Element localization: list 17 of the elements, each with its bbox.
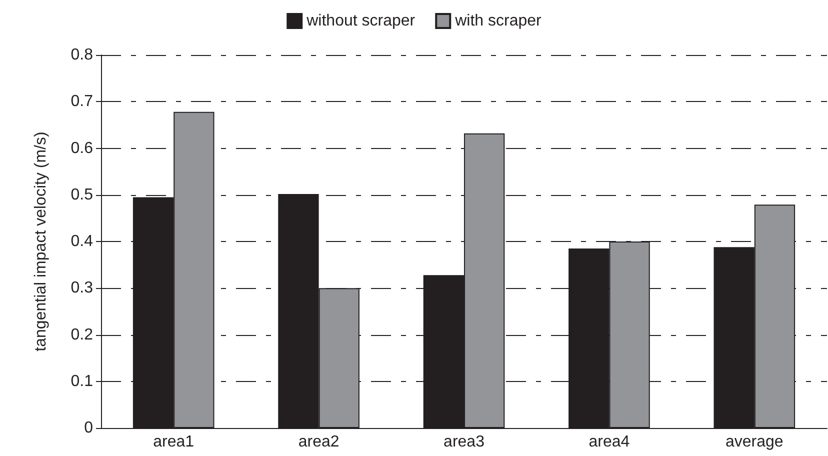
y-tick-label: 0.1	[70, 372, 94, 390]
y-tick-label: 0.2	[70, 326, 94, 344]
legend-label: with scraper	[454, 12, 542, 30]
y-tick-label: 0.8	[70, 46, 94, 64]
x-tick-label: area3	[444, 434, 485, 450]
x-tick-label: area2	[298, 434, 340, 450]
y-tick-label: 0	[84, 420, 94, 436]
y-axis-title: tangential impact velocity (m/s)	[32, 132, 50, 352]
legend-label: without scraper	[306, 12, 416, 30]
x-tick-label: area4	[588, 434, 630, 450]
x-tick-label: average	[725, 434, 784, 450]
y-tick-label: 0.7	[70, 93, 94, 110]
y-tick-label: 0.5	[70, 186, 94, 204]
y-tick-label: 0.4	[70, 233, 94, 250]
x-tick-label: area1	[153, 434, 194, 450]
y-tick-label: 0.3	[70, 280, 94, 297]
y-tick-label: 0.6	[70, 140, 94, 157]
